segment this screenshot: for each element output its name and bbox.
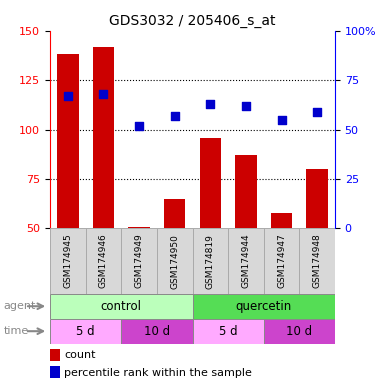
Bar (93, 46, 114, 228)
Text: agent: agent (4, 301, 36, 311)
Bar (57, 55, 79, 228)
Text: GSM174946: GSM174946 (99, 234, 108, 288)
Title: GDS3032 / 205406_s_at: GDS3032 / 205406_s_at (109, 14, 276, 28)
Point (136, 122, 142, 129)
FancyBboxPatch shape (121, 319, 192, 344)
Text: 10 d: 10 d (286, 325, 312, 338)
Text: quercetin: quercetin (236, 300, 292, 313)
FancyBboxPatch shape (85, 228, 121, 294)
Bar (199, 137, 221, 228)
Text: GSM174950: GSM174950 (170, 234, 179, 288)
Text: GSM174819: GSM174819 (206, 234, 215, 288)
Bar (271, 213, 292, 228)
FancyBboxPatch shape (264, 228, 300, 294)
FancyBboxPatch shape (121, 228, 157, 294)
Bar (129, 227, 150, 228)
Text: 10 d: 10 d (144, 325, 170, 338)
FancyBboxPatch shape (50, 319, 121, 344)
FancyBboxPatch shape (157, 228, 192, 294)
Bar (50, 366, 60, 379)
Text: GSM174948: GSM174948 (313, 234, 321, 288)
Bar (164, 199, 186, 228)
Text: count: count (64, 350, 96, 360)
Text: GSM174949: GSM174949 (135, 234, 144, 288)
FancyBboxPatch shape (228, 228, 264, 294)
Bar (50, 349, 60, 361)
Text: time: time (4, 326, 29, 336)
FancyBboxPatch shape (300, 228, 335, 294)
Text: GSM174945: GSM174945 (64, 234, 72, 288)
Text: control: control (101, 300, 142, 313)
Text: percentile rank within the sample: percentile rank within the sample (64, 367, 252, 377)
Text: 5 d: 5 d (76, 325, 95, 338)
FancyBboxPatch shape (192, 319, 264, 344)
Point (278, 117, 285, 123)
Point (207, 101, 213, 107)
Point (65, 93, 71, 99)
FancyBboxPatch shape (50, 294, 192, 319)
FancyBboxPatch shape (50, 228, 85, 294)
Text: 5 d: 5 d (219, 325, 238, 338)
Point (172, 113, 178, 119)
Point (100, 91, 107, 97)
FancyBboxPatch shape (264, 319, 335, 344)
Bar (235, 155, 257, 228)
FancyBboxPatch shape (192, 294, 335, 319)
FancyBboxPatch shape (192, 228, 228, 294)
Point (314, 109, 320, 115)
Text: GSM174944: GSM174944 (241, 234, 250, 288)
Text: GSM174947: GSM174947 (277, 234, 286, 288)
Bar (306, 169, 328, 228)
Point (243, 103, 249, 109)
